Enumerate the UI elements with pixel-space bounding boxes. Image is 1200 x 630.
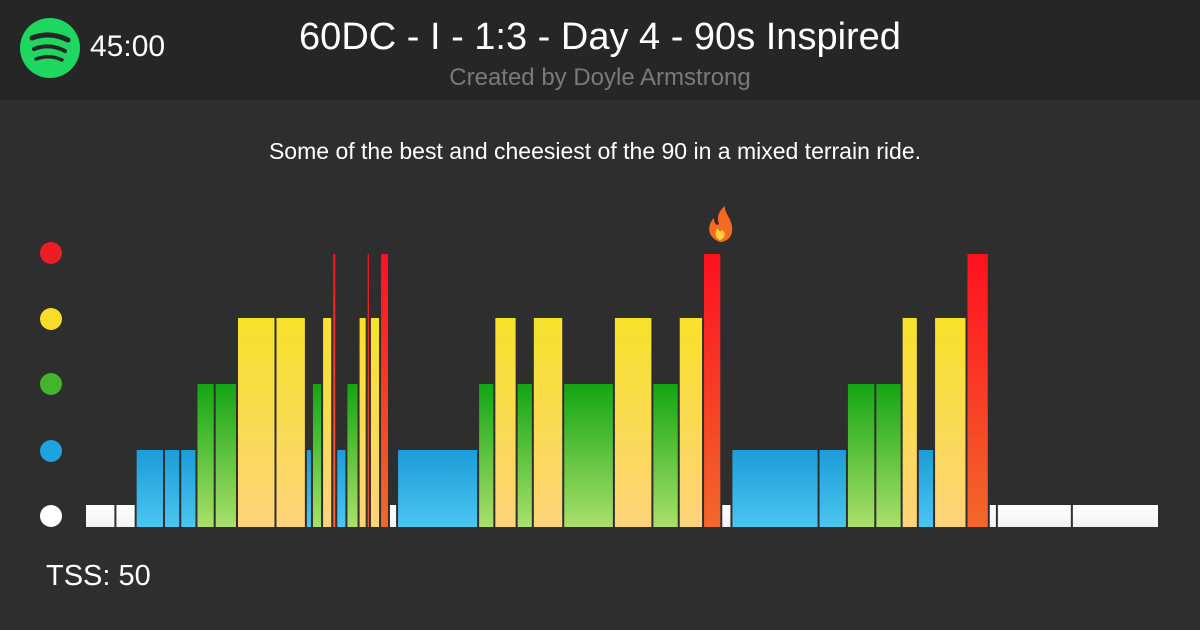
segment [902,318,917,527]
segment [679,318,703,527]
segment [181,450,196,527]
zone-legend [40,242,62,527]
segment [479,384,494,527]
segment [276,318,305,527]
segment [614,318,652,527]
segment [165,450,180,527]
segment [997,505,1071,527]
top-bar [0,0,1200,100]
spotify-icon[interactable] [20,18,80,78]
segment [533,318,563,527]
segment [116,505,135,527]
segment [86,505,115,527]
tss: TSS: 50 [46,560,151,592]
segment [722,505,731,527]
duration: 45:00 [90,30,166,63]
segment [306,450,311,527]
segment [918,450,934,527]
segment [847,384,875,527]
zone-dot [40,440,62,462]
segment [876,384,901,527]
segment [398,450,478,527]
segment [935,318,966,527]
segment [370,318,380,527]
segment [653,384,678,527]
segment [333,254,336,527]
segment [197,384,214,527]
description: Some of the best and cheesiest of the 90… [268,138,922,164]
segment [367,254,369,527]
segment [359,318,366,527]
segment [312,384,322,527]
segments [86,254,1158,527]
segment [564,384,613,527]
segment [967,254,988,527]
segment [381,254,388,527]
zone-dot [40,242,62,264]
segment [337,450,346,527]
segment [323,318,332,527]
zone-dot [40,505,62,527]
segment [136,450,164,527]
segment [732,450,818,527]
segment [495,318,516,527]
segment [215,384,236,527]
segment [1072,505,1158,527]
zone-dot [40,373,62,395]
flame-icon [709,206,733,242]
segment [347,384,358,527]
segment [704,254,721,527]
segment [237,318,275,527]
title: 60DC - I - 1:3 - Day 4 - 90s Inspired [299,16,901,58]
zone-dot [40,308,62,330]
segment [989,505,996,527]
segment [819,450,846,527]
subtitle: Created by Doyle Armstrong [449,64,751,91]
segment [389,505,397,527]
segment [517,384,532,527]
